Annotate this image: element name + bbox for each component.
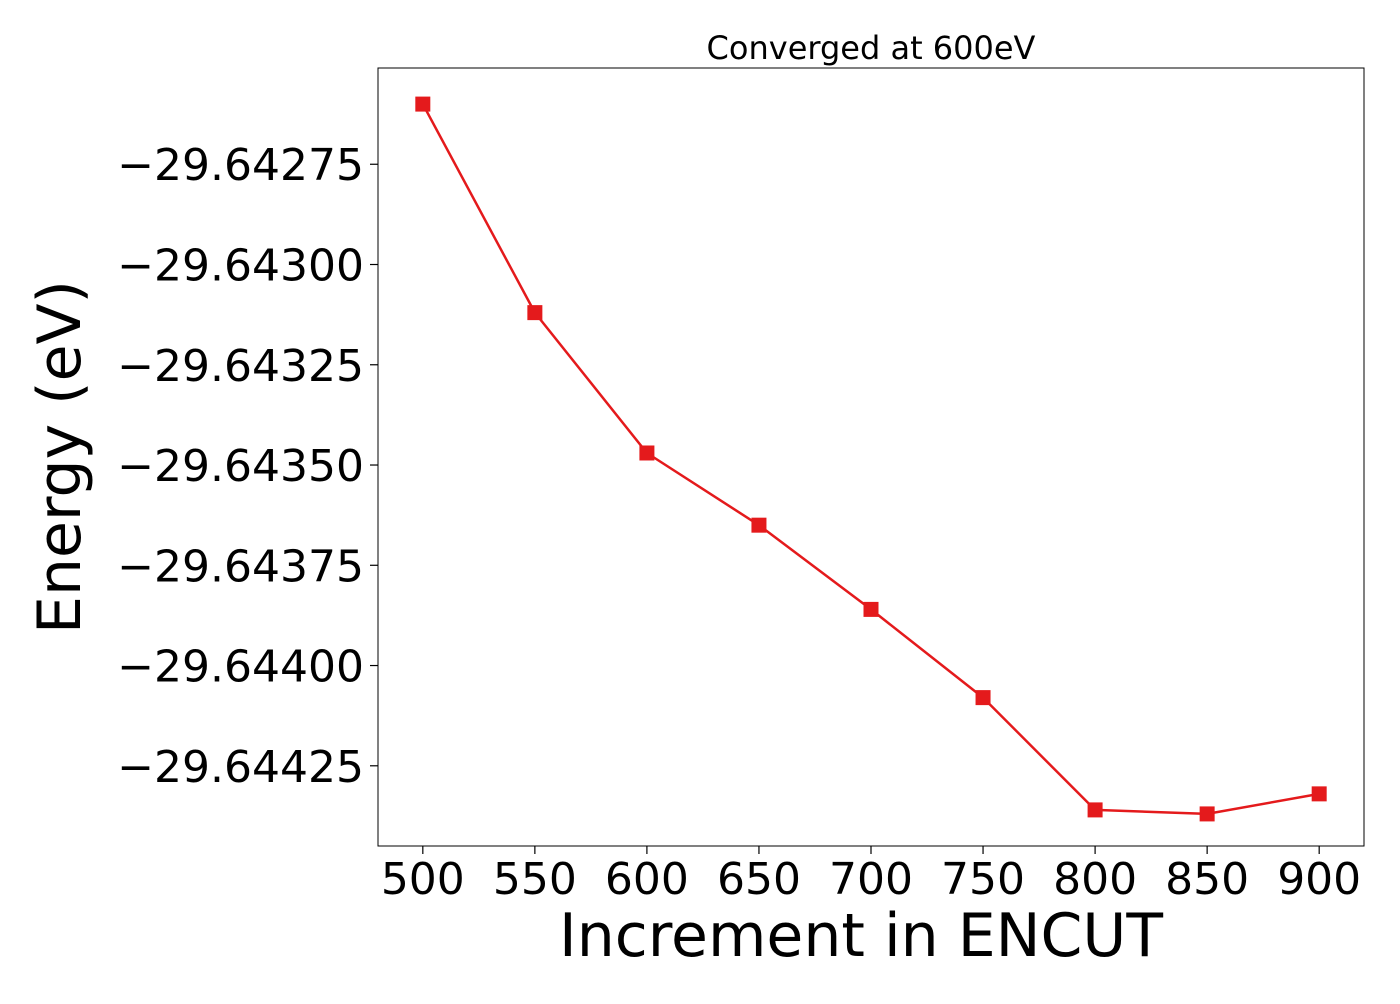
- data-point-marker: [863, 601, 879, 617]
- data-point-marker: [639, 445, 655, 461]
- x-tick-label: 550: [493, 854, 577, 905]
- plot-area: 500 550 600 650 700 750 800 850 900 −29.64275 −29.…: [117, 67, 1365, 905]
- data-point-marker: [975, 690, 991, 706]
- x-axis-title: Increment in ENCUT: [559, 901, 1163, 971]
- x-tick-label: 500: [381, 854, 465, 905]
- chart-title: Converged at 600eV: [707, 29, 1036, 67]
- x-tick-label: 600: [605, 854, 689, 905]
- y-axis-title: Energy (eV): [25, 280, 95, 634]
- data-point-marker: [751, 517, 767, 533]
- y-tick-label: −29.64400: [117, 642, 364, 693]
- y-tick-label: −29.64300: [117, 241, 364, 292]
- series-line: [421, 103, 1320, 816]
- data-point-marker: [1087, 802, 1103, 818]
- y-tick-label: −29.64350: [117, 441, 364, 492]
- y-tick-label: −29.64275: [117, 140, 364, 191]
- x-tick-label: 650: [717, 854, 801, 905]
- x-tick-label: 750: [941, 854, 1025, 905]
- plot-frame: [377, 67, 1365, 847]
- y-tick-label: −29.64425: [117, 742, 364, 793]
- x-tick-label: 700: [829, 854, 913, 905]
- x-tick-label: 900: [1277, 854, 1361, 905]
- x-tick-label: 800: [1053, 854, 1137, 905]
- data-point-marker: [527, 305, 543, 321]
- x-tick-label: 850: [1165, 854, 1249, 905]
- data-point-marker: [1199, 806, 1215, 822]
- y-tick-label: −29.64375: [117, 541, 364, 592]
- y-tick-label: −29.64325: [117, 341, 364, 392]
- data-point-marker: [415, 96, 431, 112]
- data-point-marker: [1311, 786, 1327, 802]
